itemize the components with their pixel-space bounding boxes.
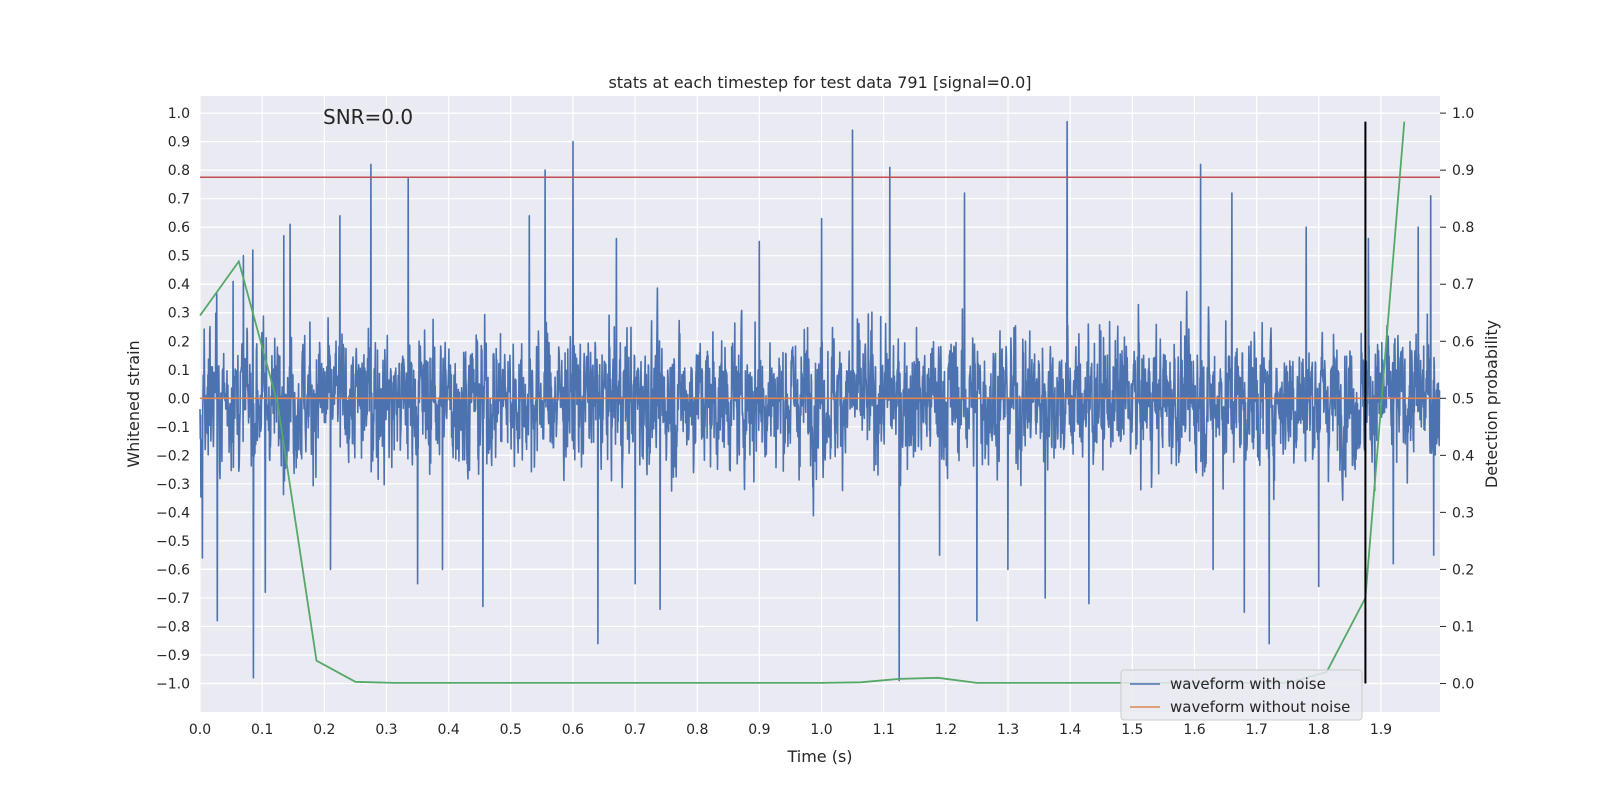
x-tick-label: 1.0	[810, 722, 832, 738]
x-tick-label: 0.5	[500, 722, 522, 738]
y2-tick-label: 0.5	[1452, 391, 1474, 407]
x-tick-label: 0.0	[189, 722, 211, 738]
y-tick-label: 0.0	[168, 391, 190, 407]
y-tick-label: −0.1	[156, 420, 190, 436]
legend-label-noise: waveform with noise	[1170, 675, 1326, 693]
y-axis-label: Whitened strain	[124, 340, 143, 467]
chart-title: stats at each timestep for test data 791…	[608, 73, 1031, 92]
y2-tick-label: 0.2	[1452, 562, 1474, 578]
y-tick-label: 0.2	[168, 334, 190, 350]
y-axis-left: 1.0 0.9 0.8 0.7 0.6 0.5 0.4 0.3 0.2 0.1 0.0 −0.1 −0.…	[156, 106, 190, 692]
y2-tick-label: 0.6	[1452, 334, 1474, 350]
x-tick-label: 0.8	[686, 722, 708, 738]
legend: waveform with noise waveform without noi…	[1120, 669, 1363, 721]
x-tick-label: 0.9	[748, 722, 770, 738]
y2-tick-label: 0.7	[1452, 277, 1474, 293]
y2-axis-label: Detection probability	[1482, 320, 1501, 488]
x-axis-label: Time (s)	[786, 747, 852, 766]
y-tick-label: −0.3	[156, 477, 190, 493]
x-tick-label: 0.3	[375, 722, 397, 738]
y-tick-label: −0.4	[156, 505, 190, 521]
y-tick-label: −0.7	[156, 591, 190, 607]
y2-tick-label: 0.9	[1452, 163, 1474, 179]
x-tick-label: 1.8	[1308, 722, 1330, 738]
x-axis: 0.0 0.1 0.2 0.3 0.4 0.5 0.6 0.7 0.8 0.9 1.0 1.1 1.2 1…	[189, 722, 1392, 738]
x-tick-label: 1.3	[997, 722, 1019, 738]
snr-annotation: SNR=0.0	[323, 105, 413, 129]
x-tick-label: 1.1	[873, 722, 895, 738]
x-tick-label: 1.4	[1059, 722, 1081, 738]
y-tick-label: 0.3	[168, 306, 190, 322]
y-tick-label: 0.8	[168, 163, 190, 179]
x-tick-label: 0.6	[562, 722, 584, 738]
y2-tick-label: 1.0	[1452, 106, 1474, 122]
y-tick-label: −0.5	[156, 534, 190, 550]
y-tick-label: 0.7	[168, 192, 190, 208]
y-tick-label: 0.9	[168, 135, 190, 151]
y-tick-label: −1.0	[156, 676, 190, 692]
x-tick-label: 0.4	[437, 722, 459, 738]
x-tick-label: 0.2	[313, 722, 335, 738]
y2-tick-label: 0.0	[1452, 676, 1474, 692]
y-tick-label: −0.9	[156, 648, 190, 664]
legend-label-clean: waveform without noise	[1170, 698, 1350, 716]
y-tick-label: −0.6	[156, 562, 190, 578]
legend-box	[1120, 669, 1363, 721]
y-axis-right: 1.0 0.9 0.8 0.7 0.6 0.5 0.4 0.3 0.2 0.1 0.0	[1440, 106, 1474, 692]
y-tick-label: 0.4	[168, 277, 190, 293]
series-waveform-with-noise	[199, 120, 1441, 682]
x-tick-label: 1.6	[1183, 722, 1205, 738]
y2-tick-label: 0.3	[1452, 505, 1474, 521]
y-tick-label: 0.1	[168, 363, 190, 379]
x-tick-label: 0.7	[624, 722, 646, 738]
y-tick-label: 0.6	[168, 220, 190, 236]
x-tick-label: 1.7	[1246, 722, 1268, 738]
x-tick-label: 0.1	[251, 722, 273, 738]
y-tick-label: 1.0	[168, 106, 190, 122]
x-tick-label: 1.5	[1121, 722, 1143, 738]
y2-tick-label: 0.4	[1452, 448, 1474, 464]
y2-tick-label: 0.8	[1452, 220, 1474, 236]
y-tick-label: −0.8	[156, 619, 190, 635]
y2-tick-label: 0.1	[1452, 619, 1474, 635]
x-tick-label: 1.2	[935, 722, 957, 738]
y-tick-label: 0.5	[168, 249, 190, 265]
y-tick-label: −0.2	[156, 448, 190, 464]
x-tick-label: 1.9	[1370, 722, 1392, 738]
